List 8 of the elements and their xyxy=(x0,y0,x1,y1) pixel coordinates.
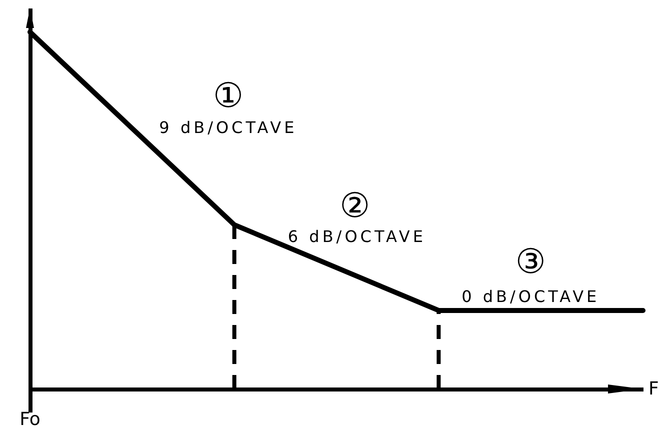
annotation: 6 dB/OCTAVE xyxy=(288,226,426,246)
annotation: ① xyxy=(212,76,244,116)
x-axis-title: F xyxy=(648,378,659,400)
text: Fo xyxy=(20,409,40,430)
annotation: ② xyxy=(340,186,370,226)
annotation: ③ xyxy=(515,242,546,282)
annotation: 0 dB/OCTAVE xyxy=(462,286,600,306)
annotation: 9 dB/OCTAVE xyxy=(159,118,298,138)
